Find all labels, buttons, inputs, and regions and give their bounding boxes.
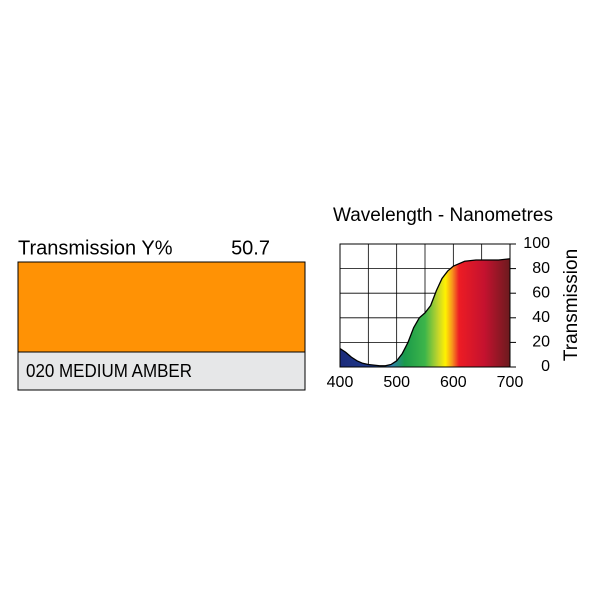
filter-name: 020 MEDIUM AMBER [26, 361, 192, 381]
y-tick-label: 80 [532, 260, 550, 277]
color-swatch [18, 262, 305, 352]
plot-frame [339, 243, 511, 368]
y-tick-label: 60 [532, 284, 550, 301]
x-tick-label: 500 [383, 374, 410, 391]
y-tick-label: 40 [532, 309, 550, 326]
swatch-label: Transmission Y% [18, 237, 173, 259]
chart-title: Wavelength - Nanometres [333, 205, 553, 226]
transmission-value: 50.7 [231, 237, 270, 259]
y-axis-title: Transmission [561, 249, 582, 361]
transmission-curve [339, 258, 511, 367]
x-tick-label: 600 [440, 374, 467, 391]
x-tick-label: 700 [497, 374, 524, 391]
x-tick-label: 400 [327, 374, 354, 391]
y-tick-label: 20 [532, 334, 550, 351]
swatch-frame [17, 261, 306, 391]
name-box [17, 351, 306, 391]
y-tick-label: 0 [541, 358, 550, 375]
y-tick-label: 100 [523, 235, 550, 252]
